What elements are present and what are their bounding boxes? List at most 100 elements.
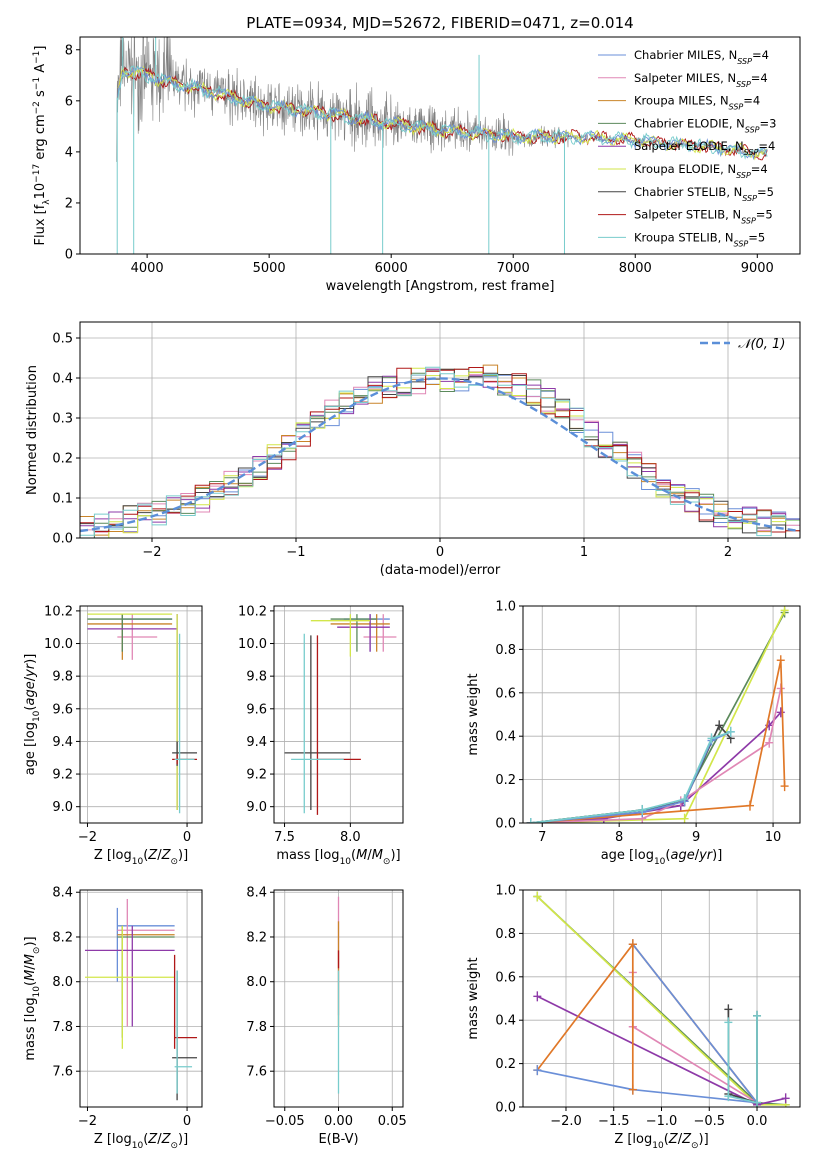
- legend-entry: Kroupa STELIB, NSSP=5: [634, 230, 765, 248]
- y-axis-label: mass weight: [466, 957, 481, 1039]
- y-tick-label: 8: [65, 43, 73, 58]
- gridlines: [274, 606, 403, 823]
- x-axis-label: Z [log10(Z/Z⊙)]: [94, 1132, 188, 1151]
- y-tick-label: 0.3: [52, 412, 73, 427]
- y-tick-label: 9.2: [246, 768, 267, 783]
- errorbar-point: [316, 635, 361, 815]
- y-axis-label: Flux [fλ10−17 erg cm−2 s−1 A−1]: [32, 46, 52, 246]
- weight-marker: [745, 800, 754, 811]
- y-tick-label: 0.4: [495, 730, 516, 745]
- y-tick-label: 2: [65, 196, 73, 211]
- plot-area: [533, 891, 790, 1107]
- gridlines: [80, 606, 202, 823]
- errorbar-point: [363, 614, 397, 652]
- y-tick-label: 10.2: [238, 604, 267, 619]
- weight-series-line: [632, 1025, 758, 1104]
- weight-marker: [724, 1004, 733, 1015]
- y-axis-label: Normed distribution: [25, 365, 40, 495]
- weight-marker: [753, 1097, 762, 1107]
- errorbar-point: [330, 614, 390, 652]
- x-axis-label: mass [log10(M/M⊙)]: [276, 848, 400, 867]
- axes-weight_vs_age: 7 8 9 10 0.0 0.2 0.4 0.6 0.8 1.0 age [log10(age/yr…: [466, 600, 801, 867]
- errorbar-point: [87, 614, 173, 652]
- y-tick-label: 1.0: [495, 884, 516, 899]
- weight-series-line: [530, 612, 786, 823]
- weight-marker: [680, 794, 689, 805]
- errorbar-point: [117, 898, 175, 1027]
- y-tick-label: 8.2: [52, 930, 73, 945]
- errorbar-point: [172, 741, 198, 766]
- y-axis-label-wrap: mass [log10(M/M⊙)]: [23, 936, 42, 1060]
- x-tick-label: −2.0: [550, 1114, 582, 1129]
- axes-frame: [79, 36, 801, 255]
- axes-age_vs_mass: 7.5 8.0 9.0 9.2 9.4 9.6 9.8 10.0 10.2 mass [log10…: [238, 604, 404, 867]
- errorbar-point: [174, 970, 193, 1094]
- errorbar-point: [172, 970, 198, 1101]
- y-tick-label: 0.1: [52, 492, 73, 507]
- y-axis-label-wrap: mass weight: [466, 673, 481, 755]
- x-axis-label: Z [log10(Z/Z⊙)]: [614, 1132, 708, 1151]
- x-tick-label: 9000: [741, 261, 774, 276]
- y-tick-label: 1.0: [495, 600, 516, 615]
- axes-weight_vs_Z: −2.0 −1.5 −1.0 −0.5 0.0 0.0 0.2 0.4 0.6 0.8 1.0 Z […: [466, 884, 801, 1151]
- y-tick-label: 0.5: [52, 332, 73, 347]
- weight-marker: [780, 781, 789, 792]
- y-tick-label: 6: [65, 94, 73, 109]
- weight-series-line: [727, 1015, 758, 1104]
- y-tick-label: 0.2: [495, 773, 516, 788]
- y-tick-label: 0.8: [495, 927, 516, 942]
- x-tick-label: 0.00: [324, 1114, 353, 1129]
- x-tick-label: 1: [580, 545, 588, 560]
- weight-marker: [628, 939, 637, 950]
- errorbar-point: [121, 614, 173, 652]
- x-tick-label: 7000: [497, 261, 530, 276]
- errorbar-point: [84, 925, 175, 1049]
- x-tick-label: 0.05: [378, 1114, 407, 1129]
- y-tick-label: 7.8: [246, 1020, 267, 1035]
- y-tick-label: 10.2: [44, 604, 73, 619]
- spectrum-model-chabrier_miles: [117, 65, 768, 161]
- y-tick-label: 0.2: [52, 452, 73, 467]
- y-tick-label: 0.6: [495, 686, 516, 701]
- x-tick-label: −2: [78, 830, 97, 845]
- y-tick-label: 7.6: [52, 1065, 73, 1080]
- axes-mass_vs_EBV: −0.05 0.00 0.05 7.6 7.8 8.0 8.2 8.4 E(B-V): [246, 886, 406, 1147]
- errorbar-point: [337, 614, 390, 652]
- y-axis-label-wrap: Flux [fλ10−17 erg cm−2 s−1 A−1]: [32, 46, 52, 246]
- plot-area: [116, 37, 768, 254]
- plot-area: [80, 364, 800, 538]
- weight-marker: [680, 813, 689, 823]
- x-tick-label: 8000: [619, 261, 652, 276]
- axes-residuals: −2 −1 0 1 2 0.0 0.1 0.2 0.3 0.4 0.5 (data-model)/er…: [25, 321, 801, 578]
- x-tick-label: 5000: [253, 261, 286, 276]
- y-tick-label: 8.2: [246, 930, 267, 945]
- y-tick-label: 0.2: [495, 1057, 516, 1072]
- weight-series-line: [530, 688, 782, 823]
- spectrum-legend: Chabrier MILES, NSSP=4 Salpeter MILES, NS…: [598, 48, 776, 248]
- y-tick-label: 8.0: [246, 975, 267, 990]
- y-tick-label: 7.6: [246, 1065, 267, 1080]
- axes-frame: [79, 605, 203, 824]
- weight-marker: [638, 804, 647, 815]
- y-axis-label: mass weight: [466, 673, 481, 755]
- y-tick-label: 0.0: [495, 1101, 516, 1116]
- y-tick-label: 0.8: [495, 643, 516, 658]
- x-axis-label: (data-model)/error: [380, 563, 501, 578]
- gridlines: [80, 890, 202, 1107]
- errorbar-point: [87, 613, 178, 810]
- y-axis-label-wrap: mass weight: [466, 957, 481, 1039]
- weight-series-line: [632, 943, 758, 1104]
- x-tick-label: −2: [78, 1114, 97, 1129]
- y-tick-label: 9.4: [52, 735, 73, 750]
- y-tick-label: 0.0: [52, 532, 73, 547]
- axes-mass_vs_Z: −2 0 7.6 7.8 8.0 8.2 8.4 Z [log10(Z/Z⊙)] mass [l…: [23, 886, 203, 1151]
- plot-area: [84, 898, 198, 1101]
- y-tick-label: 9.4: [246, 735, 267, 750]
- legend-entry: 𝒩(0, 1): [738, 337, 785, 352]
- weight-marker: [707, 733, 716, 744]
- legend-entry: Chabrier ELODIE, NSSP=3: [634, 116, 776, 133]
- y-tick-label: 0.6: [495, 970, 516, 985]
- y-axis-label-wrap: Normed distribution: [25, 365, 40, 495]
- plot-area: [284, 614, 397, 815]
- y-tick-label: 0: [65, 248, 73, 263]
